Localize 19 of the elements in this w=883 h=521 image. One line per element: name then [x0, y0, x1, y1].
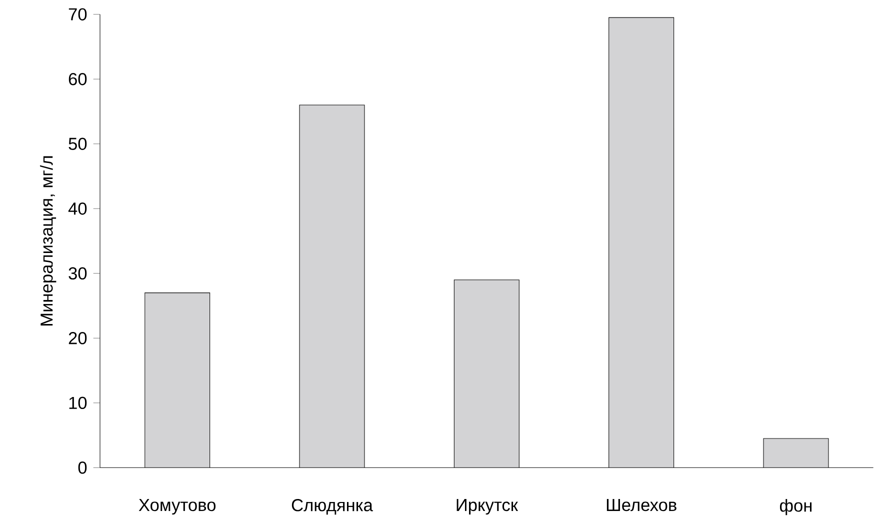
- bar: [144, 292, 210, 468]
- y-tick-label: 50: [68, 138, 87, 150]
- x-tick-label: Иркутск: [456, 499, 518, 515]
- y-tick-label: 40: [68, 202, 87, 215]
- bar: [454, 280, 520, 468]
- y-tick-label: 30: [68, 267, 87, 280]
- y-tick-label: 10: [69, 396, 87, 410]
- y-tick-label: 0: [78, 462, 87, 474]
- bar: [300, 105, 364, 468]
- y-tick-label: 70: [68, 8, 87, 20]
- y-tick-label: 20: [68, 332, 87, 344]
- x-tick-label: Слюдянка: [292, 499, 373, 515]
- bar: [763, 438, 829, 468]
- bar: [608, 18, 674, 468]
- y-axis-title: Минерализация, мг/л: [40, 156, 56, 326]
- x-tick-label: фон: [780, 499, 812, 516]
- x-tick-label: Шелехов: [606, 499, 676, 512]
- x-tick-label: Хомутово: [138, 499, 216, 515]
- y-tick-label: 60: [68, 72, 87, 86]
